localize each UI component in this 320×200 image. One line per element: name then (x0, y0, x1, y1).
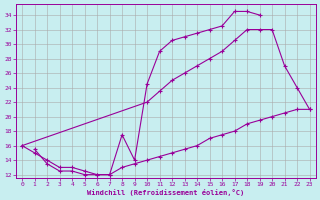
X-axis label: Windchill (Refroidissement éolien,°C): Windchill (Refroidissement éolien,°C) (87, 189, 244, 196)
